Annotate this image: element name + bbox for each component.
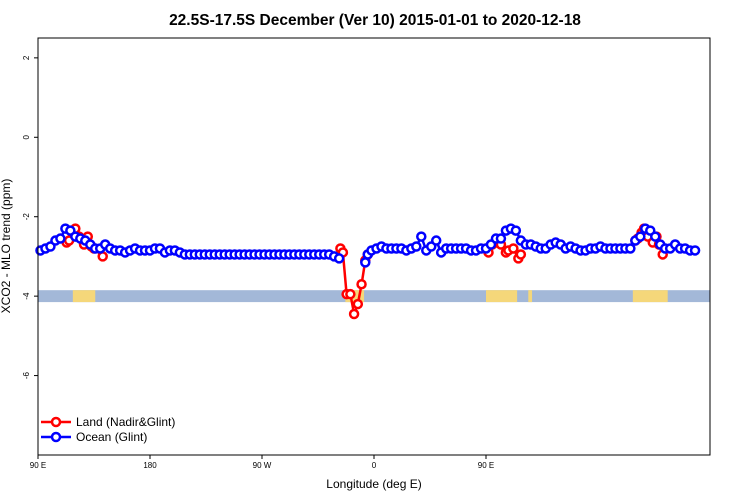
ocean-point — [649, 231, 661, 242]
legend-marker-land — [50, 416, 62, 428]
x-tick-label: 90 E — [30, 461, 46, 470]
ocean-point — [689, 245, 701, 256]
ocean-point — [416, 231, 427, 242]
chart-title: 22.5S-17.5S December (Ver 10) 2015-01-01… — [169, 12, 581, 29]
legend-marker-ocean — [50, 431, 62, 443]
y-tick-label: -4 — [22, 292, 31, 300]
legend-item-land: Land (Nadir&Glint) — [41, 415, 175, 429]
x-tick-label: 90 E — [478, 461, 494, 470]
legend-label-ocean: Ocean (Glint) — [76, 430, 147, 444]
ocean-point — [55, 233, 66, 244]
land-point — [508, 243, 519, 254]
ocean-point — [635, 231, 646, 242]
legend-item-ocean: Ocean (Glint) — [41, 430, 147, 444]
y-axis: 2 0 -2 -4 -6 — [22, 55, 38, 379]
land-band-3 — [528, 290, 533, 303]
series-layer — [35, 223, 701, 320]
land-point — [352, 298, 364, 310]
land-point — [515, 249, 527, 260]
land-point — [345, 288, 356, 300]
land-point — [356, 278, 367, 290]
ocean-band — [38, 290, 710, 303]
ocean-point — [625, 243, 636, 254]
land-band-2 — [486, 290, 518, 303]
land-band-4 — [632, 290, 668, 303]
land-ocean-mask — [38, 290, 710, 303]
y-tick-label: -2 — [22, 213, 31, 221]
x-axis-label: Longitude (deg E) — [326, 477, 421, 491]
y-tick-label: 2 — [22, 55, 31, 60]
ocean-point — [333, 253, 345, 264]
ocean-point — [411, 241, 422, 252]
land-band-0 — [72, 290, 96, 303]
y-tick-label: 0 — [22, 135, 31, 140]
ocean-point — [495, 233, 507, 244]
legend: Land (Nadir&Glint) Ocean (Glint) — [41, 415, 175, 444]
x-tick-label: 0 — [372, 461, 377, 470]
ocean-point — [510, 225, 522, 236]
x-tick-label: 90 W — [253, 461, 272, 470]
y-axis-label: XCO2 - MLO trend (ppm) — [0, 179, 13, 314]
land-point — [348, 308, 360, 320]
x-tick-label: 180 — [143, 461, 157, 470]
ocean-point — [430, 235, 442, 246]
legend-label-land: Land (Nadir&Glint) — [76, 415, 175, 429]
y-tick-label: -6 — [22, 371, 31, 379]
x-axis: 90 E 180 90 W 0 90 E — [30, 455, 494, 470]
